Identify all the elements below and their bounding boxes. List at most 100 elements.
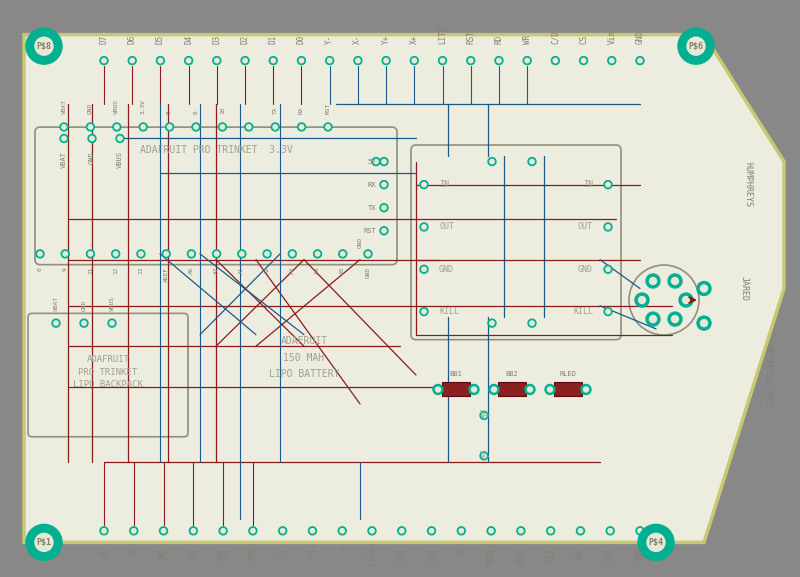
Circle shape [220,125,225,129]
Text: BUSINESS CARD: BUSINESS CARD [763,345,773,405]
Circle shape [214,252,219,256]
Circle shape [671,316,678,323]
Circle shape [213,250,221,258]
Circle shape [102,58,106,63]
Circle shape [635,293,649,307]
Circle shape [638,297,646,304]
Text: ADAFRUIT
150 MAH
LIPO BATTERY: ADAFRUIT 150 MAH LIPO BATTERY [269,336,339,379]
Circle shape [399,529,404,533]
Circle shape [577,527,585,535]
Circle shape [190,527,198,535]
Text: 13: 13 [138,267,143,275]
Text: GND: GND [89,152,95,164]
Text: WR: WR [522,35,532,44]
Circle shape [86,123,94,131]
Circle shape [583,387,589,392]
Circle shape [185,57,193,65]
Circle shape [679,293,693,307]
Circle shape [530,159,534,164]
Circle shape [86,250,94,258]
Circle shape [218,123,226,131]
Circle shape [26,28,62,64]
Circle shape [309,527,317,535]
Text: 9: 9 [62,267,68,271]
Circle shape [604,223,612,231]
Text: 6: 6 [194,110,198,114]
Circle shape [250,529,255,533]
Circle shape [273,125,278,129]
Text: X-: X- [354,35,362,44]
Text: P$1: P$1 [37,538,51,547]
Text: JARED: JARED [739,276,749,301]
Text: 11: 11 [88,267,93,275]
Circle shape [549,529,553,533]
Circle shape [668,312,682,326]
Text: D5: D5 [156,35,165,44]
Circle shape [525,58,530,63]
Circle shape [668,274,682,288]
Circle shape [488,319,496,327]
Circle shape [382,205,386,210]
Text: TX: TX [273,106,278,114]
Text: A1: A1 [239,267,244,275]
Text: IM0: IM0 [248,547,258,561]
Circle shape [265,252,270,256]
Text: 3Vo: 3Vo [576,547,585,561]
Circle shape [338,527,346,535]
Circle shape [63,252,67,256]
Circle shape [263,250,271,258]
Circle shape [271,58,275,63]
Circle shape [380,227,388,235]
Text: GND: GND [358,237,362,248]
Circle shape [636,527,644,535]
Text: RST: RST [326,103,330,114]
Circle shape [582,58,586,63]
Circle shape [420,223,428,231]
Text: GND: GND [82,300,86,311]
Circle shape [35,37,53,55]
Circle shape [100,527,108,535]
Circle shape [88,252,93,256]
Circle shape [380,181,388,189]
Bar [554,383,582,396]
Circle shape [458,527,466,535]
Circle shape [299,58,304,63]
Circle shape [60,134,68,143]
Circle shape [221,529,226,533]
Text: MISO: MISO [516,547,526,565]
Circle shape [62,250,70,258]
Circle shape [128,57,136,65]
Circle shape [370,529,374,533]
Circle shape [243,58,247,63]
Circle shape [466,57,474,65]
Circle shape [245,123,253,131]
Circle shape [354,57,362,65]
Text: VBAT: VBAT [62,99,66,114]
Circle shape [687,37,705,55]
Text: Vin: Vin [606,547,614,561]
Text: D2: D2 [241,35,250,44]
Text: IM2: IM2 [189,547,198,561]
Circle shape [138,252,143,256]
Circle shape [650,316,657,323]
Circle shape [246,125,251,129]
Circle shape [310,529,314,533]
Circle shape [118,136,122,141]
Text: Vin: Vin [607,29,616,44]
Text: CS: CS [130,547,138,556]
Circle shape [671,278,678,284]
Circle shape [241,57,249,65]
Circle shape [341,252,345,256]
Text: *-: *- [278,547,287,556]
Circle shape [701,285,707,292]
Text: X+: X+ [410,35,419,44]
Circle shape [604,181,612,189]
Circle shape [420,181,428,189]
Circle shape [638,529,642,533]
Circle shape [270,57,278,65]
Circle shape [459,529,463,533]
Text: CS: CS [457,547,466,556]
Text: 12: 12 [113,267,118,275]
Text: GND: GND [88,103,93,114]
Circle shape [497,58,501,63]
